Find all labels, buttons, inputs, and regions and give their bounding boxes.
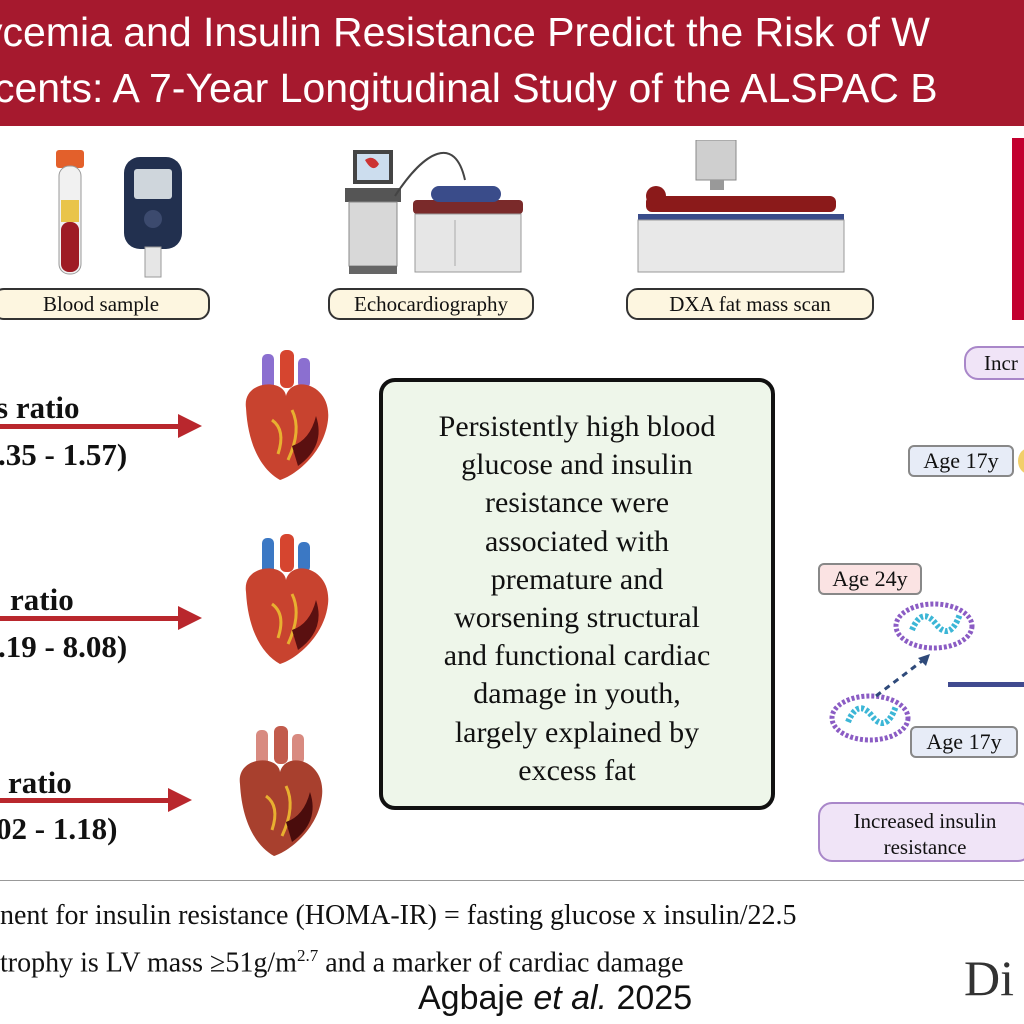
author-year: 2025: [607, 979, 693, 1017]
conclusion-line: worsening structural: [454, 601, 700, 635]
result-1-ratio-label: s ratio: [0, 390, 80, 425]
footer-lvh-text: trophy is LV mass ≥51g/m: [0, 947, 297, 979]
glucometer-icon: [124, 157, 182, 278]
author-name: Agbaje: [418, 979, 534, 1017]
footer-divider: [0, 880, 1024, 881]
result-3-ci: 02 - 1.18): [0, 811, 118, 846]
result-2-ratio-label: ratio: [10, 582, 74, 617]
result-1-arrow: [0, 414, 202, 438]
red-card-illustration: [1012, 138, 1024, 320]
conclusion-line: Persistently high blood: [438, 410, 716, 443]
conclusion-line: largely explained by: [454, 715, 700, 749]
author-etal: et al.: [533, 979, 608, 1017]
footer-homa-ir-note: nent for insulin resistance (HOMA-IR) = …: [0, 900, 797, 931]
journal-logo-text: Di: [964, 950, 1014, 1006]
pill-line-1: Increased insulin: [853, 809, 997, 833]
result-3-arrow: [0, 788, 192, 812]
conclusion-line: premature and: [490, 562, 664, 596]
conclusion-line: resistance were: [484, 486, 670, 520]
result-2-ci: .19 - 8.08): [0, 629, 128, 664]
blood-sample-label: Blood sample: [0, 288, 210, 320]
dxa-scanner-icon: [637, 140, 845, 273]
footer-lvh-note: trophy is LV mass ≥51g/m2.7 and a marker…: [0, 940, 684, 979]
conclusion-line: damage in youth,: [473, 677, 681, 711]
title-line-1: ycemia and Insulin Resistance Predict th…: [0, 9, 930, 55]
blood-tube-icon: [56, 150, 84, 275]
conclusion-text: Persistently high blood glucose and insu…: [383, 408, 771, 790]
echocardiography-machine-icon: [345, 150, 523, 274]
title-line-2: cents: A 7-Year Longitudinal Study of th…: [0, 65, 938, 111]
increased-insulin-resistance-pill: Increased insulin resistance: [818, 802, 1024, 862]
increased-pill-top: Incr: [964, 346, 1024, 380]
result-1-ci: .35 - 1.57): [0, 437, 128, 472]
heart-icon: [239, 726, 323, 856]
trend-line: [948, 682, 1024, 687]
insulin-receptor-icon: [893, 601, 975, 651]
result-2-arrow: [0, 606, 202, 630]
age-24y-label: Age 24y: [818, 563, 922, 595]
footer-lvh-exponent: 2.7: [296, 946, 319, 965]
footer-lvh-text-2: and a marker of cardiac damage: [318, 947, 684, 979]
conclusion-line: glucose and insulin: [461, 448, 693, 482]
conclusion-box: Persistently high blood glucose and insu…: [379, 378, 775, 810]
dashed-arrow-icon: [875, 654, 930, 698]
author-citation: Agbaje et al. 2025: [418, 978, 692, 1018]
age-17y-label-bottom: Age 17y: [910, 726, 1018, 758]
age-17y-label-top: Age 17y: [908, 445, 1014, 477]
heart-icon: [245, 350, 329, 480]
conclusion-line: and functional cardiac: [443, 639, 711, 673]
pill-line-2: resistance: [883, 835, 967, 859]
insulin-receptor-icon: [829, 693, 911, 743]
result-3-ratio-label: ratio: [8, 765, 72, 800]
yellow-cell-icon: [1018, 448, 1024, 474]
conclusion-line: associated with: [484, 524, 670, 558]
conclusion-line: excess fat: [518, 753, 636, 787]
title-banner: ycemia and Insulin Resistance Predict th…: [0, 0, 1024, 126]
heart-icon: [245, 534, 329, 664]
dxa-scan-label: DXA fat mass scan: [626, 288, 874, 320]
echocardiography-label: Echocardiography: [328, 288, 534, 320]
